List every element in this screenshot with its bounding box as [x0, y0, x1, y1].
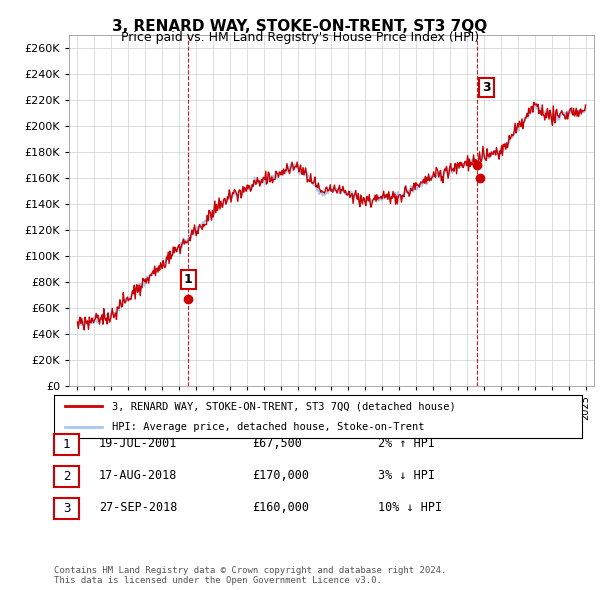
Text: 3, RENARD WAY, STOKE-ON-TRENT, ST3 7QQ (detached house): 3, RENARD WAY, STOKE-ON-TRENT, ST3 7QQ (…	[112, 401, 456, 411]
Text: 2% ↑ HPI: 2% ↑ HPI	[378, 437, 435, 450]
Text: 1: 1	[63, 438, 70, 451]
Text: 3, RENARD WAY, STOKE-ON-TRENT, ST3 7QQ: 3, RENARD WAY, STOKE-ON-TRENT, ST3 7QQ	[112, 19, 488, 34]
Text: 17-AUG-2018: 17-AUG-2018	[99, 469, 178, 482]
Text: £170,000: £170,000	[252, 469, 309, 482]
Text: Price paid vs. HM Land Registry's House Price Index (HPI): Price paid vs. HM Land Registry's House …	[121, 31, 479, 44]
Text: 1: 1	[184, 273, 193, 286]
Text: HPI: Average price, detached house, Stoke-on-Trent: HPI: Average price, detached house, Stok…	[112, 422, 425, 432]
Text: 3: 3	[482, 81, 491, 94]
Text: 19-JUL-2001: 19-JUL-2001	[99, 437, 178, 450]
Text: Contains HM Land Registry data © Crown copyright and database right 2024.
This d: Contains HM Land Registry data © Crown c…	[54, 566, 446, 585]
Text: 3: 3	[63, 502, 70, 515]
Text: 27-SEP-2018: 27-SEP-2018	[99, 501, 178, 514]
Text: 10% ↓ HPI: 10% ↓ HPI	[378, 501, 442, 514]
Text: 2: 2	[63, 470, 70, 483]
Text: £67,500: £67,500	[252, 437, 302, 450]
Text: £160,000: £160,000	[252, 501, 309, 514]
Text: 3% ↓ HPI: 3% ↓ HPI	[378, 469, 435, 482]
